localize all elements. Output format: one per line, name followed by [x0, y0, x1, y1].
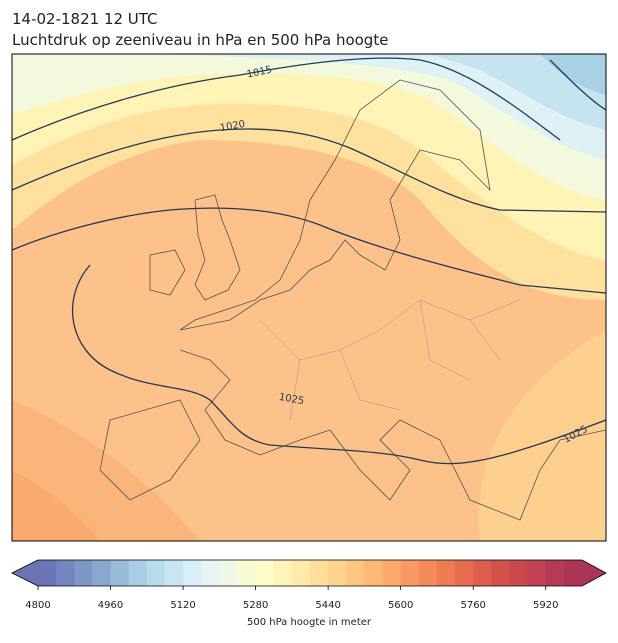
- colorbar-tick-label: 5920: [533, 600, 558, 611]
- colorbar-swatch: [509, 560, 529, 586]
- colorbar-swatch: [418, 560, 438, 586]
- colorbar-swatch: [382, 560, 402, 586]
- colorbar-swatch: [346, 560, 365, 586]
- colorbar-extend: [12, 560, 38, 586]
- colorbar-swatch: [183, 560, 202, 586]
- colorbar-label: 500 hPa hoogte in meter: [247, 617, 372, 628]
- colorbar-tick-label: 5600: [388, 600, 413, 611]
- colorbar-swatch: [201, 560, 220, 586]
- contour-label: 1020: [219, 119, 246, 134]
- colorbar-tick-label: 4960: [98, 600, 123, 611]
- contour-label: 1015: [246, 65, 273, 81]
- colorbar-swatch: [255, 560, 275, 586]
- colorbar-tick-label: 5120: [170, 600, 195, 611]
- colorbar-swatch: [219, 560, 238, 586]
- colorbar-swatch: [146, 560, 166, 586]
- colorbar-outline: [11, 559, 607, 587]
- contour-label: 1025: [278, 392, 305, 407]
- colorbar-swatch: [164, 560, 184, 586]
- colorbar-extend: [582, 560, 606, 586]
- colorbar-swatch: [491, 560, 510, 586]
- colorbar-swatch: [545, 560, 565, 586]
- colorbar-swatch: [310, 560, 329, 586]
- map: 1015 1020 1025 1025: [11, 53, 607, 542]
- colorbar-tick-label: 5760: [460, 600, 485, 611]
- title-line: 14-02-1821 12 UTC: [12, 10, 158, 28]
- colorbar-swatch: [436, 560, 456, 586]
- colorbar-swatch: [273, 560, 293, 586]
- colorbar-tick-label: 5440: [315, 600, 340, 611]
- colorbar: 4800 4960 5120 5280 5440 5600 5760 5920: [11, 559, 607, 611]
- colorbar-swatch: [527, 560, 547, 586]
- colorbar-swatch: [328, 560, 347, 586]
- colorbar-swatch: [128, 560, 148, 586]
- colorbar-swatch: [56, 560, 75, 586]
- colorbar-tick-label: 4800: [25, 600, 50, 611]
- colorbar-swatch: [38, 560, 57, 586]
- colorbar-swatch: [455, 560, 474, 586]
- colorbar-tick-label: 5280: [243, 600, 268, 611]
- colorbar-swatch: [110, 560, 130, 586]
- title-line: Luchtdruk op zeeniveau in hPa en 500 hPa…: [12, 31, 388, 49]
- colorbar-swatch: [237, 560, 257, 586]
- colorbar-swatch: [74, 560, 93, 586]
- colorbar-swatch: [400, 560, 420, 586]
- colorbar-swatch: [92, 560, 112, 586]
- colorbar-swatch: [473, 560, 492, 586]
- colorbar-swatch: [291, 560, 311, 586]
- colorbar-swatch: [563, 560, 583, 586]
- colorbar-swatch: [364, 560, 384, 586]
